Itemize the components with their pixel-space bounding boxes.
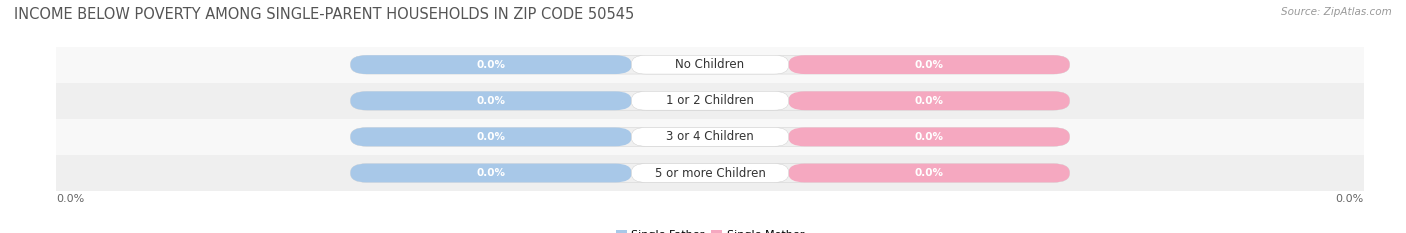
Text: 5 or more Children: 5 or more Children [655, 167, 765, 179]
FancyBboxPatch shape [631, 55, 789, 74]
FancyBboxPatch shape [789, 55, 1070, 74]
FancyBboxPatch shape [350, 164, 1070, 182]
Bar [56, 119, 1364, 155]
Text: 0.0%: 0.0% [1336, 194, 1364, 204]
FancyBboxPatch shape [789, 91, 1070, 110]
FancyBboxPatch shape [350, 127, 1070, 146]
FancyBboxPatch shape [350, 127, 631, 146]
Text: 0.0%: 0.0% [56, 194, 84, 204]
FancyBboxPatch shape [631, 91, 789, 110]
Text: 0.0%: 0.0% [477, 96, 506, 106]
Text: 0.0%: 0.0% [477, 168, 506, 178]
FancyBboxPatch shape [350, 91, 1070, 110]
FancyBboxPatch shape [350, 164, 631, 182]
Text: 0.0%: 0.0% [914, 96, 943, 106]
Text: 0.0%: 0.0% [914, 168, 943, 178]
Legend: Single Father, Single Mother: Single Father, Single Mother [616, 230, 804, 233]
FancyBboxPatch shape [350, 91, 631, 110]
Text: 0.0%: 0.0% [477, 132, 506, 142]
Text: INCOME BELOW POVERTY AMONG SINGLE-PARENT HOUSEHOLDS IN ZIP CODE 50545: INCOME BELOW POVERTY AMONG SINGLE-PARENT… [14, 7, 634, 22]
Bar [56, 47, 1364, 83]
FancyBboxPatch shape [350, 55, 631, 74]
Text: Source: ZipAtlas.com: Source: ZipAtlas.com [1281, 7, 1392, 17]
FancyBboxPatch shape [789, 127, 1070, 146]
Text: 3 or 4 Children: 3 or 4 Children [666, 130, 754, 143]
FancyBboxPatch shape [350, 55, 1070, 74]
Text: 1 or 2 Children: 1 or 2 Children [666, 94, 754, 107]
Text: 0.0%: 0.0% [477, 60, 506, 70]
Bar [56, 83, 1364, 119]
FancyBboxPatch shape [631, 127, 789, 146]
Text: 0.0%: 0.0% [914, 132, 943, 142]
Text: 0.0%: 0.0% [914, 60, 943, 70]
Bar [56, 155, 1364, 191]
FancyBboxPatch shape [789, 164, 1070, 182]
Text: No Children: No Children [675, 58, 745, 71]
FancyBboxPatch shape [631, 164, 789, 182]
